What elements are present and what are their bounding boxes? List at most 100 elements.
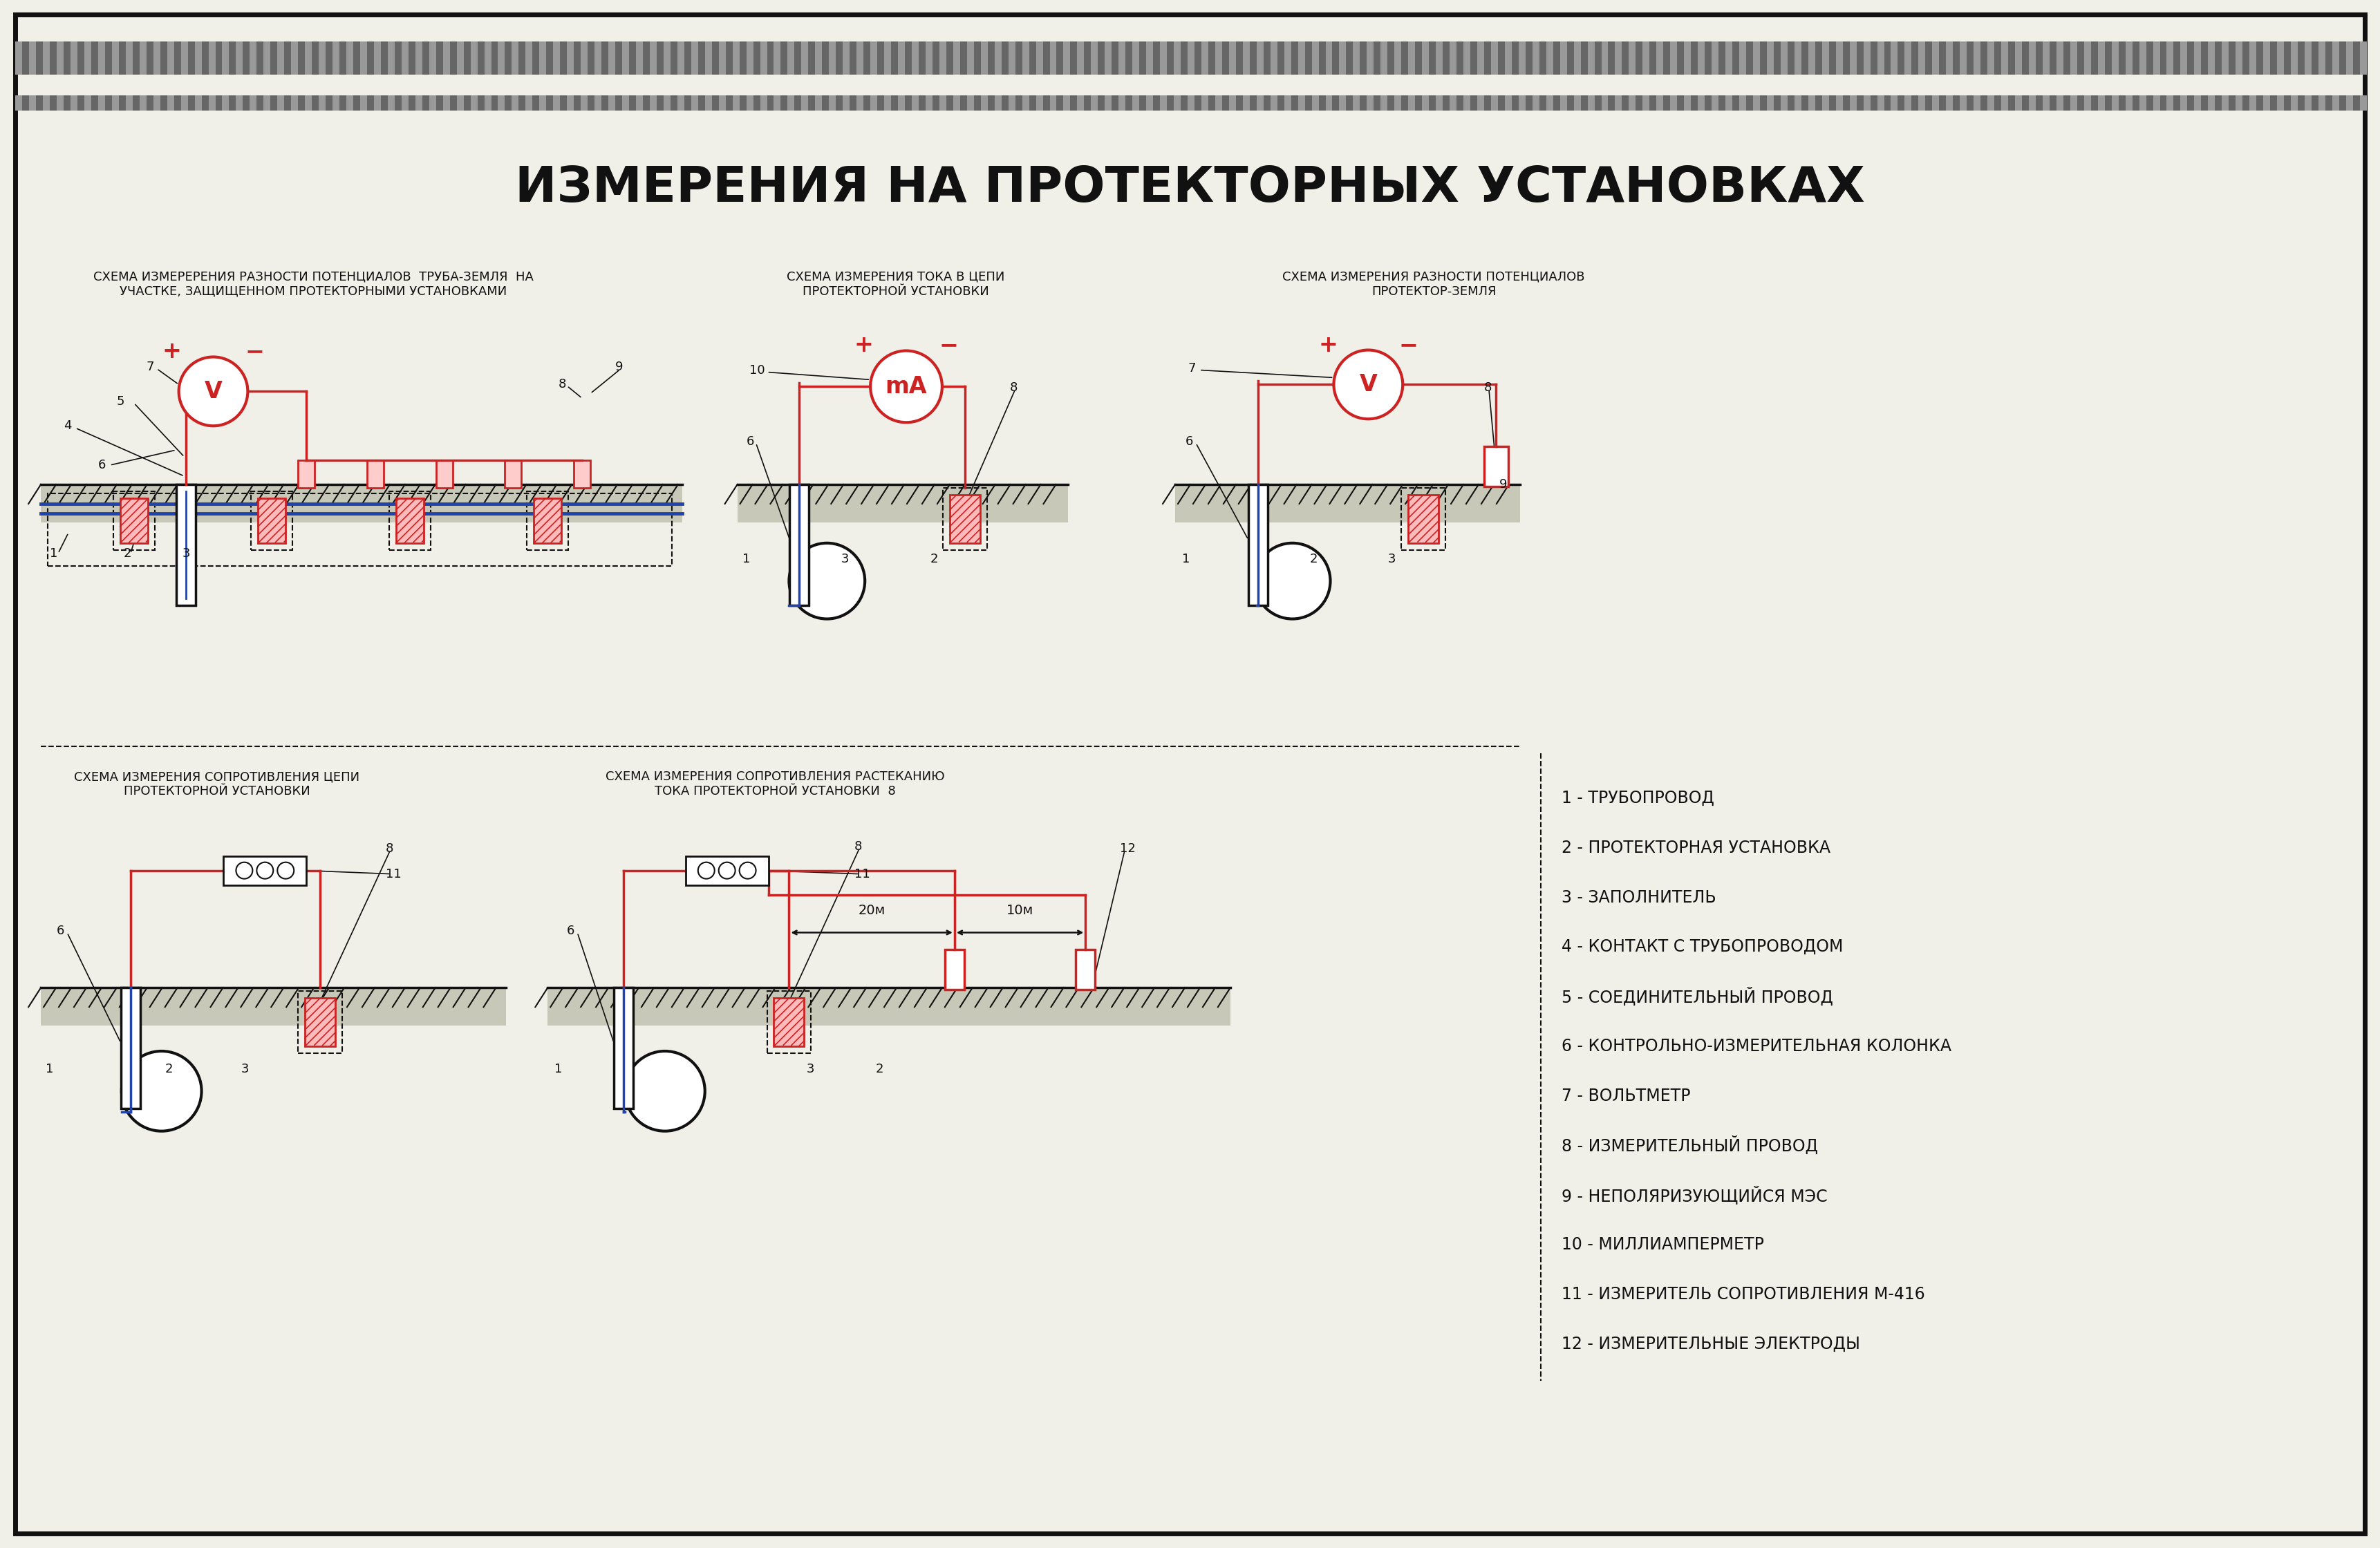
Bar — [114, 491, 155, 550]
Bar — [1504, 42, 1511, 74]
Bar — [1656, 96, 1664, 111]
Bar — [195, 96, 202, 111]
Bar — [2028, 96, 2035, 111]
Bar — [547, 988, 1230, 1026]
Bar — [83, 96, 90, 111]
Bar — [1849, 96, 1856, 111]
Text: 1: 1 — [45, 1063, 55, 1076]
Bar — [1518, 42, 1526, 74]
Bar — [704, 96, 712, 111]
Bar — [305, 96, 312, 111]
Bar — [443, 42, 450, 74]
Bar — [48, 494, 671, 567]
Text: 10 - МИЛЛИАМПЕРМЕТР: 10 - МИЛЛИАМПЕРМЕТР — [1561, 1237, 1764, 1254]
Text: 3: 3 — [807, 1063, 814, 1076]
Bar — [871, 96, 878, 111]
Text: +: + — [162, 341, 181, 362]
Bar — [1987, 96, 1994, 111]
Bar — [359, 42, 367, 74]
Bar — [1933, 96, 1940, 111]
Bar — [167, 42, 174, 74]
Bar — [1671, 96, 1678, 111]
Bar — [1485, 446, 1509, 486]
Bar — [1823, 96, 1828, 111]
Circle shape — [121, 1051, 202, 1132]
Bar — [512, 42, 519, 74]
Bar — [497, 96, 505, 111]
Bar — [2002, 96, 2009, 111]
Bar — [1754, 96, 1759, 111]
Text: 7: 7 — [1188, 362, 1195, 375]
Bar — [1835, 42, 1842, 74]
Bar — [1354, 96, 1359, 111]
Bar — [224, 856, 307, 885]
Bar — [1628, 42, 1635, 74]
Bar — [1697, 96, 1704, 111]
Bar — [98, 96, 105, 111]
Bar — [1271, 42, 1278, 74]
Bar — [1340, 42, 1347, 74]
Circle shape — [871, 351, 942, 423]
Bar — [1947, 42, 1954, 74]
Bar — [140, 42, 148, 74]
Bar — [540, 42, 547, 74]
Bar — [912, 42, 919, 74]
Bar — [1959, 42, 1966, 74]
Bar — [1257, 96, 1264, 111]
Text: 12: 12 — [1121, 842, 1135, 854]
Bar — [566, 42, 574, 74]
Bar — [221, 96, 228, 111]
Bar — [1795, 96, 1802, 111]
Bar — [1918, 42, 1925, 74]
Circle shape — [740, 862, 757, 879]
Bar — [981, 96, 988, 111]
Bar — [2166, 96, 2173, 111]
Bar — [1354, 42, 1359, 74]
Bar — [2235, 42, 2242, 74]
Bar — [802, 42, 809, 74]
Text: СХЕМА ИЗМЕРЕРЕНИЯ РАЗНОСТИ ПОТЕНЦИАЛОВ  ТРУБА-ЗЕМЛЯ  НА
УЧАСТКЕ, ЗАЩИЩЕННОМ ПРОТ: СХЕМА ИЗМЕРЕРЕНИЯ РАЗНОСТИ ПОТЕНЦИАЛОВ Т… — [93, 271, 533, 297]
Bar — [2209, 42, 2216, 74]
Bar — [1173, 96, 1180, 111]
Bar — [1711, 42, 1718, 74]
Bar — [57, 96, 64, 111]
Bar — [843, 42, 850, 74]
Bar — [1009, 96, 1016, 111]
Bar — [181, 42, 188, 74]
Bar — [2332, 42, 2340, 74]
Bar — [1947, 96, 1954, 111]
Bar — [897, 96, 904, 111]
Bar — [526, 42, 533, 74]
Bar — [1176, 485, 1521, 522]
Bar — [1740, 96, 1747, 111]
Bar — [2347, 96, 2354, 111]
Bar — [526, 96, 533, 111]
Text: 8 - ИЗМЕРИТЕЛЬНЫЙ ПРОВОД: 8 - ИЗМЕРИТЕЛЬНЫЙ ПРОВОД — [1561, 1136, 1818, 1155]
Bar — [428, 96, 436, 111]
Bar — [2347, 42, 2354, 74]
Bar — [1159, 96, 1166, 111]
Bar — [1078, 42, 1085, 74]
Bar — [1559, 96, 1566, 111]
Bar — [1711, 96, 1718, 111]
Bar — [2223, 96, 2228, 111]
Bar — [140, 96, 148, 111]
Text: СХЕМА ИЗМЕРЕНИЯ СОПРОТИВЛЕНИЯ РАСТЕКАНИЮ
ТОКА ПРОТЕКТОРНОЙ УСТАНОВКИ  8: СХЕМА ИЗМЕРЕНИЯ СОПРОТИВЛЕНИЯ РАСТЕКАНИЮ… — [605, 771, 945, 797]
Bar — [609, 96, 616, 111]
Bar — [1202, 42, 1209, 74]
Bar — [2292, 96, 2297, 111]
Bar — [802, 96, 809, 111]
Bar — [574, 460, 590, 488]
Bar — [942, 488, 988, 550]
Bar — [126, 42, 133, 74]
Text: 1 - ТРУБОПРОВОД: 1 - ТРУБОПРОВОД — [1561, 789, 1714, 807]
Bar — [2140, 96, 2147, 111]
Bar — [2180, 42, 2187, 74]
Bar — [176, 485, 195, 605]
Bar — [1242, 42, 1250, 74]
Bar — [71, 96, 79, 111]
Bar — [1297, 96, 1304, 111]
Bar — [533, 498, 562, 543]
Bar — [1366, 42, 1373, 74]
Text: 7 - ВОЛЬТМЕТР: 7 - ВОЛЬТМЕТР — [1561, 1088, 1690, 1104]
